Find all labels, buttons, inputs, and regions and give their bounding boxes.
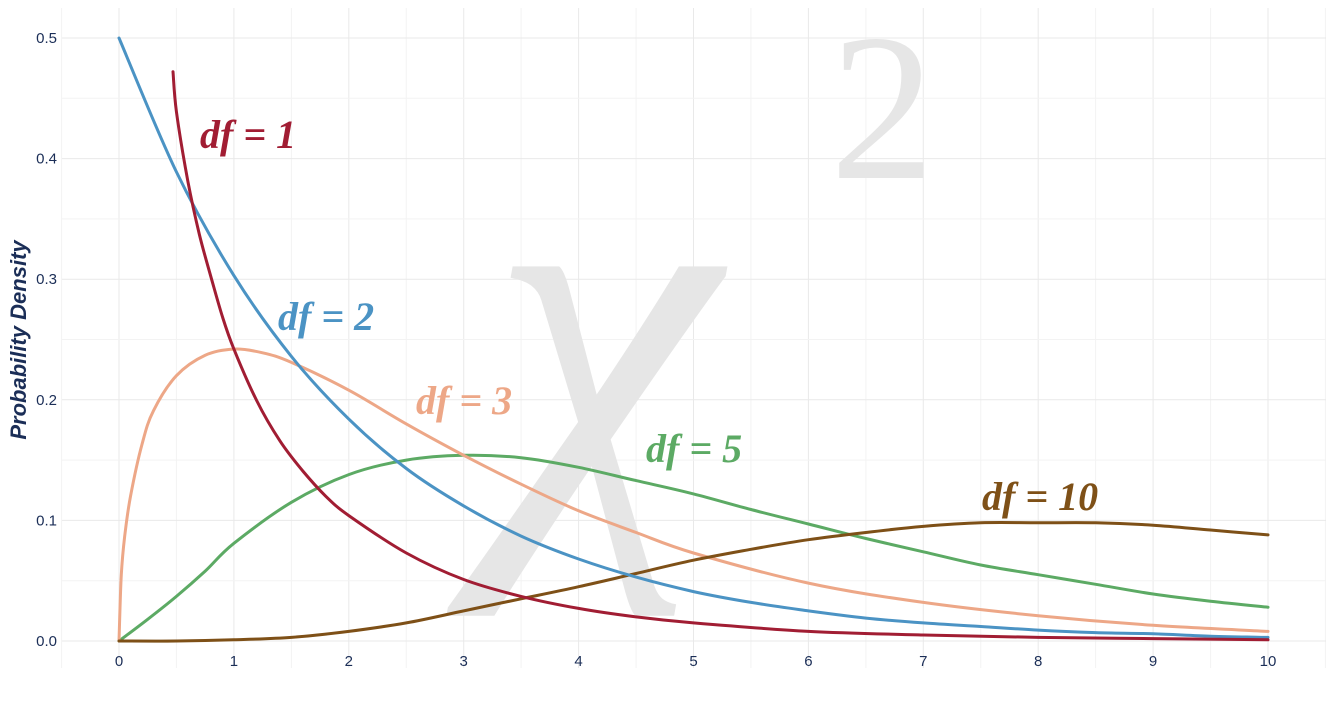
series-line-df5 <box>117 453 1270 643</box>
series-label-df2: df = 2 <box>278 294 374 339</box>
y-tick-label: 0.4 <box>36 151 57 168</box>
y-tick-label: 0.0 <box>36 633 57 650</box>
x-tick-label: 10 <box>1260 653 1277 670</box>
series-label-df10: df = 10 <box>982 474 1098 519</box>
series-line-df1 <box>171 70 1270 642</box>
y-tick-label: 0.2 <box>36 392 57 409</box>
x-tick-label: 2 <box>345 653 353 670</box>
x-tick-label: 0 <box>115 653 123 670</box>
series-line-df3 <box>117 347 1270 643</box>
y-axis-label: Probability Density <box>6 239 31 440</box>
x-tick-label: 9 <box>1149 653 1157 670</box>
series-label-df5: df = 5 <box>646 426 742 471</box>
chi-superscript-watermark: 2 <box>830 0 935 224</box>
x-tick-label: 3 <box>460 653 468 670</box>
grid <box>61 8 1326 668</box>
y-tick-label: 0.1 <box>36 512 57 529</box>
x-tick-label: 6 <box>804 653 812 670</box>
series-line-df2 <box>117 36 1270 639</box>
x-tick-label: 8 <box>1034 653 1042 670</box>
chi-watermark: χ <box>439 43 732 619</box>
x-tick-label: 7 <box>919 653 927 670</box>
series-line-df10 <box>117 521 1270 643</box>
series-label-df3: df = 3 <box>416 378 512 423</box>
watermark: χ 2 <box>439 0 935 619</box>
y-tick-label: 0.5 <box>36 30 57 47</box>
x-tick-label: 5 <box>689 653 697 670</box>
x-tick-label: 4 <box>574 653 582 670</box>
series-lines <box>117 36 1270 643</box>
axis-ticks: 0 1 2 3 4 5 6 7 8 9 10 0.0 0.1 0.2 0.3 0.4 0.5 <box>36 30 1276 670</box>
y-tick-label: 0.3 <box>36 271 57 288</box>
series-label-df1: df = 1 <box>200 112 296 157</box>
series-labels: df = 1 df = 2 df = 3 df = 5 df = 10 <box>200 112 1098 519</box>
x-tick-label: 1 <box>230 653 238 670</box>
